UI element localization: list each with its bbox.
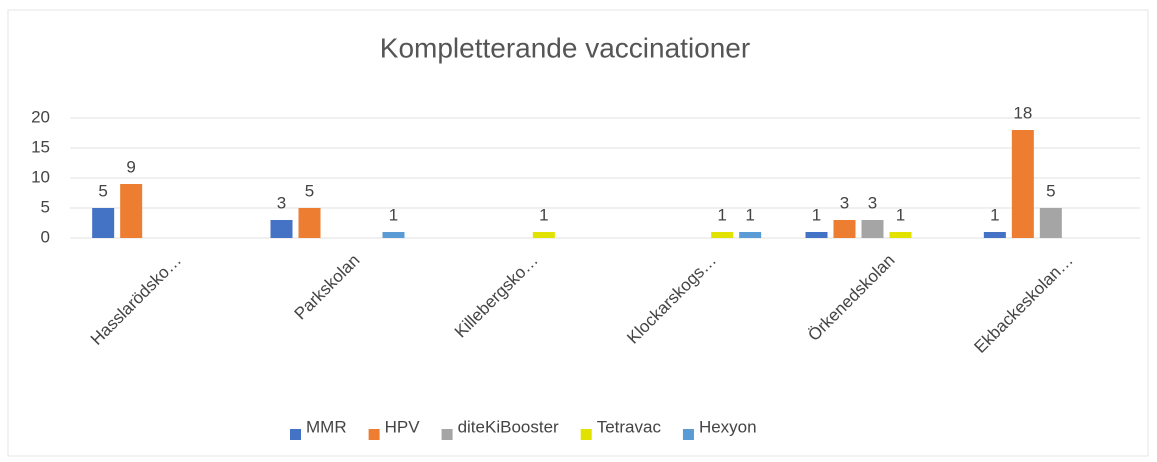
chart-title: Kompletterande vaccinationer bbox=[380, 32, 750, 63]
data-label: 1 bbox=[745, 205, 754, 224]
legend-swatch bbox=[441, 429, 453, 440]
data-label: 3 bbox=[277, 193, 286, 212]
data-label: 18 bbox=[1013, 103, 1032, 122]
y-tick-label: 5 bbox=[41, 197, 50, 216]
data-label: 1 bbox=[389, 205, 398, 224]
data-label: 5 bbox=[98, 181, 107, 200]
bar bbox=[382, 232, 405, 238]
legend-swatch bbox=[580, 429, 592, 440]
data-label: 3 bbox=[868, 193, 877, 212]
legend-label: diteKiBooster bbox=[458, 417, 559, 436]
data-label: 1 bbox=[717, 205, 726, 224]
bar bbox=[739, 232, 762, 238]
legend-swatch bbox=[290, 429, 301, 440]
bar bbox=[532, 232, 555, 238]
y-tick-label: 0 bbox=[41, 227, 50, 246]
bar bbox=[983, 232, 1006, 238]
bar bbox=[270, 220, 293, 238]
data-label: 1 bbox=[812, 205, 821, 224]
data-label: 1 bbox=[990, 205, 999, 224]
legend-label: Hexyon bbox=[699, 417, 757, 436]
chart-frame bbox=[7, 9, 1149, 457]
data-label: 9 bbox=[126, 157, 135, 176]
y-tick-label: 10 bbox=[31, 167, 50, 186]
bar bbox=[805, 232, 828, 238]
bar bbox=[1039, 208, 1062, 238]
data-label: 1 bbox=[896, 205, 905, 224]
legend-swatch bbox=[682, 429, 694, 440]
y-tick-label: 15 bbox=[31, 137, 50, 156]
y-tick-label: 20 bbox=[31, 107, 50, 126]
data-label: 1 bbox=[539, 205, 548, 224]
bar bbox=[120, 184, 143, 238]
bar bbox=[92, 208, 115, 238]
data-label: 5 bbox=[1046, 181, 1055, 200]
data-label: 3 bbox=[840, 193, 849, 212]
legend-label: Tetravac bbox=[597, 417, 662, 436]
bar bbox=[1011, 130, 1034, 238]
bar bbox=[711, 232, 734, 238]
bar bbox=[861, 220, 884, 238]
data-label: 5 bbox=[305, 181, 314, 200]
bar bbox=[889, 232, 912, 238]
bar bbox=[833, 220, 856, 238]
legend-label: MMR bbox=[306, 417, 347, 436]
legend-swatch bbox=[368, 429, 380, 440]
legend-label: HPV bbox=[385, 417, 421, 436]
bar bbox=[298, 208, 321, 238]
